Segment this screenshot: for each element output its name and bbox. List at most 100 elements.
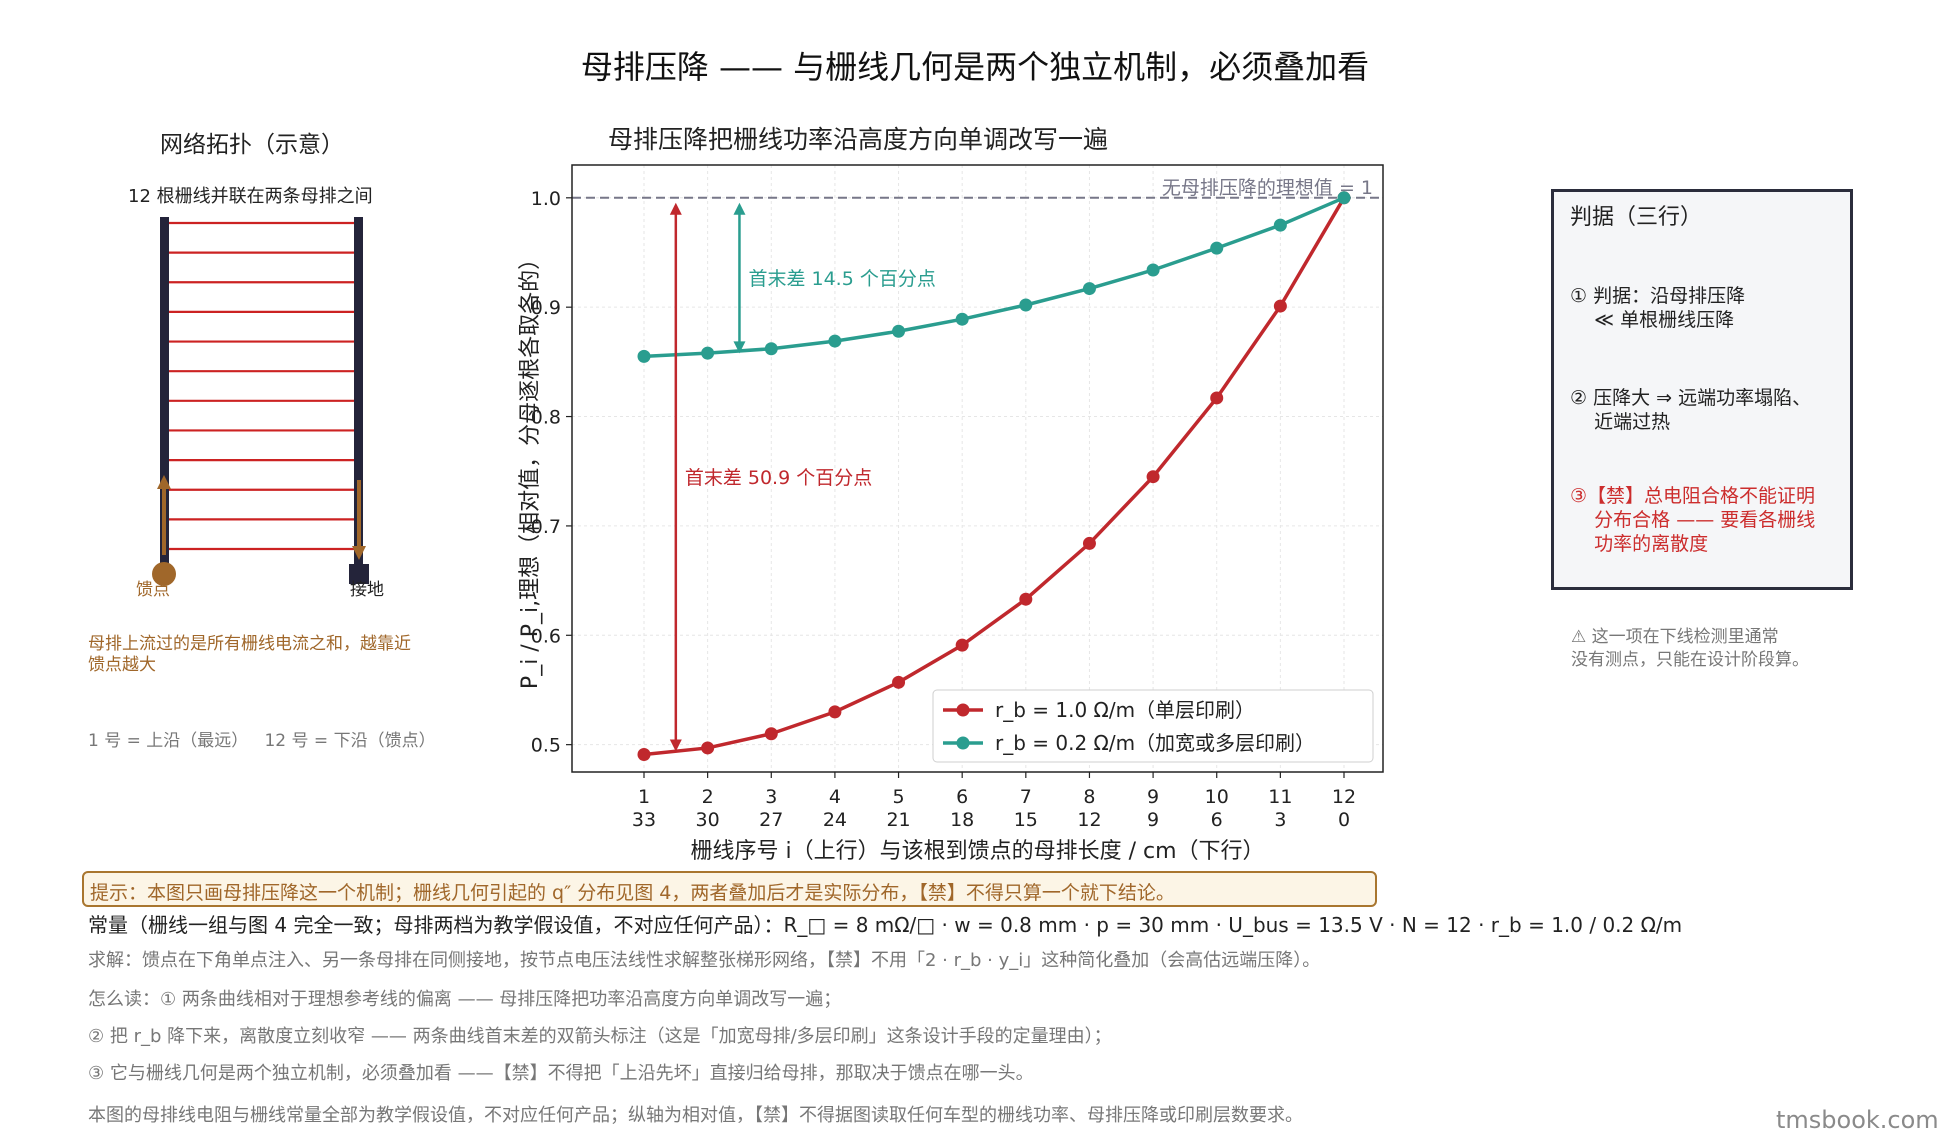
chart-title: 母排压降把栅线功率沿高度方向单调改写一遍 [608, 125, 1109, 154]
topology-diagram: 馈点 接地 [136, 217, 384, 600]
y-axis-label: P_i / P_i,理想（相对值，分母逐根各取各的） [518, 248, 543, 689]
reading-line-1: 怎么读：① 两条曲线相对于理想参考线的偏离 —— 母排压降把功率沿高度方向单调改… [88, 989, 842, 1010]
topology-note: 母排上流过的是所有栅线电流之和，越靠近馈点越大 [88, 634, 411, 675]
disclaimer: 本图的母排线电阻与栅线常量全部为教学假设值，不对应任何产品；纵轴为相对值，【禁】… [88, 1105, 1303, 1126]
data-point [1210, 391, 1224, 405]
data-point [701, 741, 715, 755]
annotation-label: 首末差 14.5 个百分点 [748, 268, 935, 290]
data-point [1082, 282, 1096, 296]
line-chart: 无母排压降的理想值 = 10.50.60.70.80.91.0133230327… [518, 164, 1384, 864]
solve-line: 求解：馈点在下角单点注入、另一条母排在同侧接地，按节点电压法线性求解整张梯形网络… [88, 950, 1321, 971]
x-tick-label: 5 [892, 786, 904, 808]
x-tick-sublabel: 12 [1077, 809, 1101, 831]
x-tick-sublabel: 27 [759, 809, 783, 831]
data-point [1273, 299, 1287, 313]
criteria-item-1: ① 判据：沿母排压降 ≪ 单根栅线压降 [1570, 285, 1746, 331]
left-busbar [160, 217, 169, 569]
reading-line-3: ③ 它与栅线几何是两个独立机制，必须叠加看 ——【禁】不得把「上沿先坏」直接归给… [88, 1063, 1034, 1084]
topology-subtitle: 12 根栅线并联在两条母排之间 [128, 186, 373, 207]
data-point [1019, 298, 1033, 312]
data-point [764, 342, 778, 356]
x-tick-sublabel: 18 [950, 809, 974, 831]
x-tick-label: 8 [1083, 786, 1095, 808]
y-tick-label: 0.8 [531, 407, 561, 429]
x-tick-label: 12 [1332, 786, 1356, 808]
ground-icon [349, 564, 369, 584]
data-point [637, 748, 651, 762]
topology-index-note: 1 号 = 上沿（最远） 12 号 = 下沿（馈点） [88, 731, 436, 751]
data-point [1210, 241, 1224, 255]
tip-box: 提示：本图只画母排压降这一个机制；栅线几何引起的 q″ 分布见图 4，两者叠加后… [82, 871, 1377, 907]
annotation-arrow-head [733, 202, 746, 215]
legend-label: r_b = 1.0 Ω/m（单层印刷） [995, 698, 1255, 722]
data-point [1146, 263, 1160, 277]
data-point [955, 312, 969, 326]
series-line [643, 196, 1346, 757]
y-tick-label: 1.0 [531, 188, 561, 210]
x-tick-sublabel: 33 [632, 809, 656, 831]
x-tick-sublabel: 9 [1147, 809, 1159, 831]
data-point [1082, 536, 1096, 550]
x-tick-label: 4 [829, 786, 841, 808]
current-arrow-right [352, 480, 366, 560]
criteria-item-3: ③【禁】总电阻合格不能证明 分布合格 —— 要看各栅线 功率的离散度 [1570, 485, 1816, 555]
x-tick-label: 9 [1147, 786, 1159, 808]
annotation-arrow-head [669, 739, 682, 752]
current-arrow-left [157, 475, 171, 555]
constants-line: 常量（栅线一组与图 4 完全一致；母排两档为教学假设值，不对应任何产品）：R_□… [88, 913, 1683, 937]
data-point [701, 346, 715, 360]
data-point [828, 705, 842, 719]
data-point [1337, 191, 1351, 205]
x-tick-label: 11 [1268, 786, 1292, 808]
tip-text: 提示：本图只画母排压降这一个机制；栅线几何引起的 q″ 分布见图 4，两者叠加后… [90, 882, 1175, 904]
data-point [955, 638, 969, 652]
data-point [1019, 592, 1033, 606]
feed-label: 馈点 [136, 580, 170, 600]
topology-title: 网络拓扑（示意） [160, 132, 344, 158]
criteria-item-2: ② 压降大 ⇒ 远端功率塌陷、 近端过热 [1570, 387, 1812, 433]
legend-swatch-marker [956, 703, 970, 717]
y-tick-label: 0.5 [531, 735, 561, 757]
data-point [828, 334, 842, 348]
data-point [892, 324, 906, 338]
x-axis-label: 栅线序号 i（上行）与该根到馈点的母排长度 / cm（下行） [690, 839, 1264, 864]
data-point [1273, 218, 1287, 232]
legend: r_b = 1.0 Ω/m（单层印刷） r_b = 0.2 Ω/m（加宽或多层印刷… [932, 689, 1374, 763]
annotation-arrow-head [733, 341, 746, 354]
x-tick-sublabel: 0 [1338, 809, 1350, 831]
warning-note: ⚠ 这一项在下线检测里通常 没有测点，只能在设计阶段算。 [1571, 627, 1809, 670]
x-tick-sublabel: 30 [696, 809, 720, 831]
gridline-group [169, 221, 354, 551]
annotation-arrow-head [669, 202, 682, 215]
x-tick-sublabel: 6 [1211, 809, 1223, 831]
reading-line-2: ② 把 r_b 降下来，离散度立刻收窄 —— 两条曲线首末差的双箭头标注（这是「… [88, 1026, 1112, 1047]
ground-label: 接地 [350, 580, 384, 600]
feed-point-icon [152, 562, 176, 586]
x-tick-sublabel: 24 [823, 809, 847, 831]
y-tick-label: 0.7 [531, 516, 561, 538]
legend-frame [932, 689, 1374, 763]
y-tick-label: 0.9 [531, 297, 561, 319]
x-tick-label: 6 [956, 786, 968, 808]
data-point [764, 727, 778, 741]
right-busbar [354, 217, 363, 569]
legend-label: r_b = 0.2 Ω/m（加宽或多层印刷） [995, 731, 1315, 755]
x-tick-label: 10 [1205, 786, 1229, 808]
criteria-title: 判据（三行） [1570, 205, 1703, 230]
x-tick-sublabel: 3 [1274, 809, 1286, 831]
series-line [643, 196, 1345, 359]
watermark: tmsbook.com [1776, 1106, 1939, 1134]
x-tick-sublabel: 21 [886, 809, 910, 831]
plot-frame [571, 164, 1384, 773]
x-tick-label: 2 [702, 786, 714, 808]
x-tick-label: 3 [765, 786, 777, 808]
reference-line-label: 无母排压降的理想值 = 1 [1162, 177, 1373, 199]
annotation-label: 首末差 50.9 个百分点 [685, 467, 872, 489]
y-tick-label: 0.6 [531, 625, 561, 647]
x-tick-label: 7 [1020, 786, 1032, 808]
data-point [1146, 470, 1160, 484]
page-title: 母排压降 —— 与栅线几何是两个独立机制，必须叠加看 [580, 48, 1370, 86]
x-tick-sublabel: 15 [1014, 809, 1038, 831]
data-point [892, 675, 906, 689]
criteria-box: 判据（三行） ① 判据：沿母排压降 ≪ 单根栅线压降 ② 压降大 ⇒ 远端功率塌… [1551, 189, 1853, 590]
